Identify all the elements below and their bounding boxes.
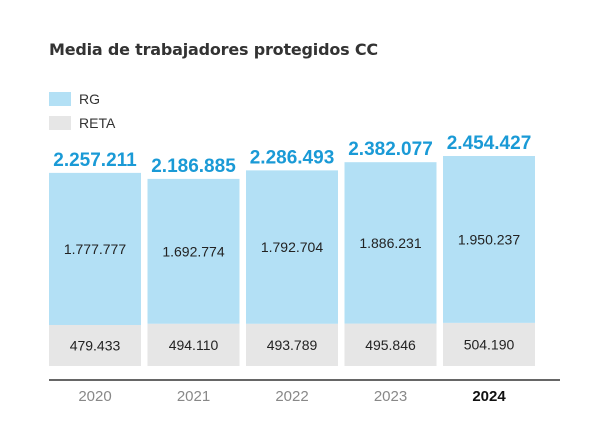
legend-label-reta: RETA xyxy=(79,115,116,131)
legend-item-rg: RG xyxy=(49,89,115,109)
legend-label-rg: RG xyxy=(79,91,100,107)
total-label-2023: 2.382.077 xyxy=(348,139,433,160)
data-label-rg-2020: 1.777.777 xyxy=(64,241,126,257)
total-label-2020: 2.257.211 xyxy=(53,150,137,171)
data-label-reta-2021: 494.110 xyxy=(169,337,219,353)
data-label-reta-2020: 479.433 xyxy=(70,337,121,353)
bar-segment-rg-2023 xyxy=(344,162,437,324)
data-label-rg-2022: 1.792.704 xyxy=(261,239,323,255)
x-tick-label-2024: 2024 xyxy=(472,388,506,405)
total-label-2021: 2.186.885 xyxy=(151,156,236,177)
bar-segment-reta-2021 xyxy=(147,323,240,366)
legend-swatch-reta xyxy=(49,116,71,130)
legend-item-reta: RETA xyxy=(49,113,115,133)
data-label-rg-2024: 1.950.237 xyxy=(458,231,520,247)
legend-swatch-rg xyxy=(49,92,71,106)
bar-segment-reta-2024 xyxy=(443,322,535,366)
legend: RG RETA xyxy=(49,89,115,137)
x-tick-label-2021: 2021 xyxy=(177,388,210,405)
bar-segment-reta-2023 xyxy=(344,323,437,366)
bar-segment-rg-2024 xyxy=(443,156,535,323)
x-tick-label-2023: 2023 xyxy=(374,388,407,405)
data-label-rg-2023: 1.886.231 xyxy=(359,235,421,251)
data-label-rg-2021: 1.692.774 xyxy=(162,243,224,259)
bar-segment-reta-2020 xyxy=(49,324,141,366)
x-tick-label-2020: 2020 xyxy=(78,388,111,405)
bar-segment-rg-2020 xyxy=(49,172,141,325)
total-label-2024: 2.454.427 xyxy=(447,133,532,154)
chart-title: Media de trabajadores protegidos CC xyxy=(49,40,378,59)
data-label-reta-2022: 493.789 xyxy=(267,337,318,353)
data-label-reta-2024: 504.190 xyxy=(464,336,515,352)
x-tick-label-2022: 2022 xyxy=(275,388,308,405)
total-label-2022: 2.286.493 xyxy=(250,147,335,168)
bar-segment-reta-2022 xyxy=(246,323,338,366)
bar-segment-rg-2021 xyxy=(147,178,240,324)
data-label-reta-2023: 495.846 xyxy=(365,337,416,353)
bar-segment-rg-2022 xyxy=(246,170,338,324)
